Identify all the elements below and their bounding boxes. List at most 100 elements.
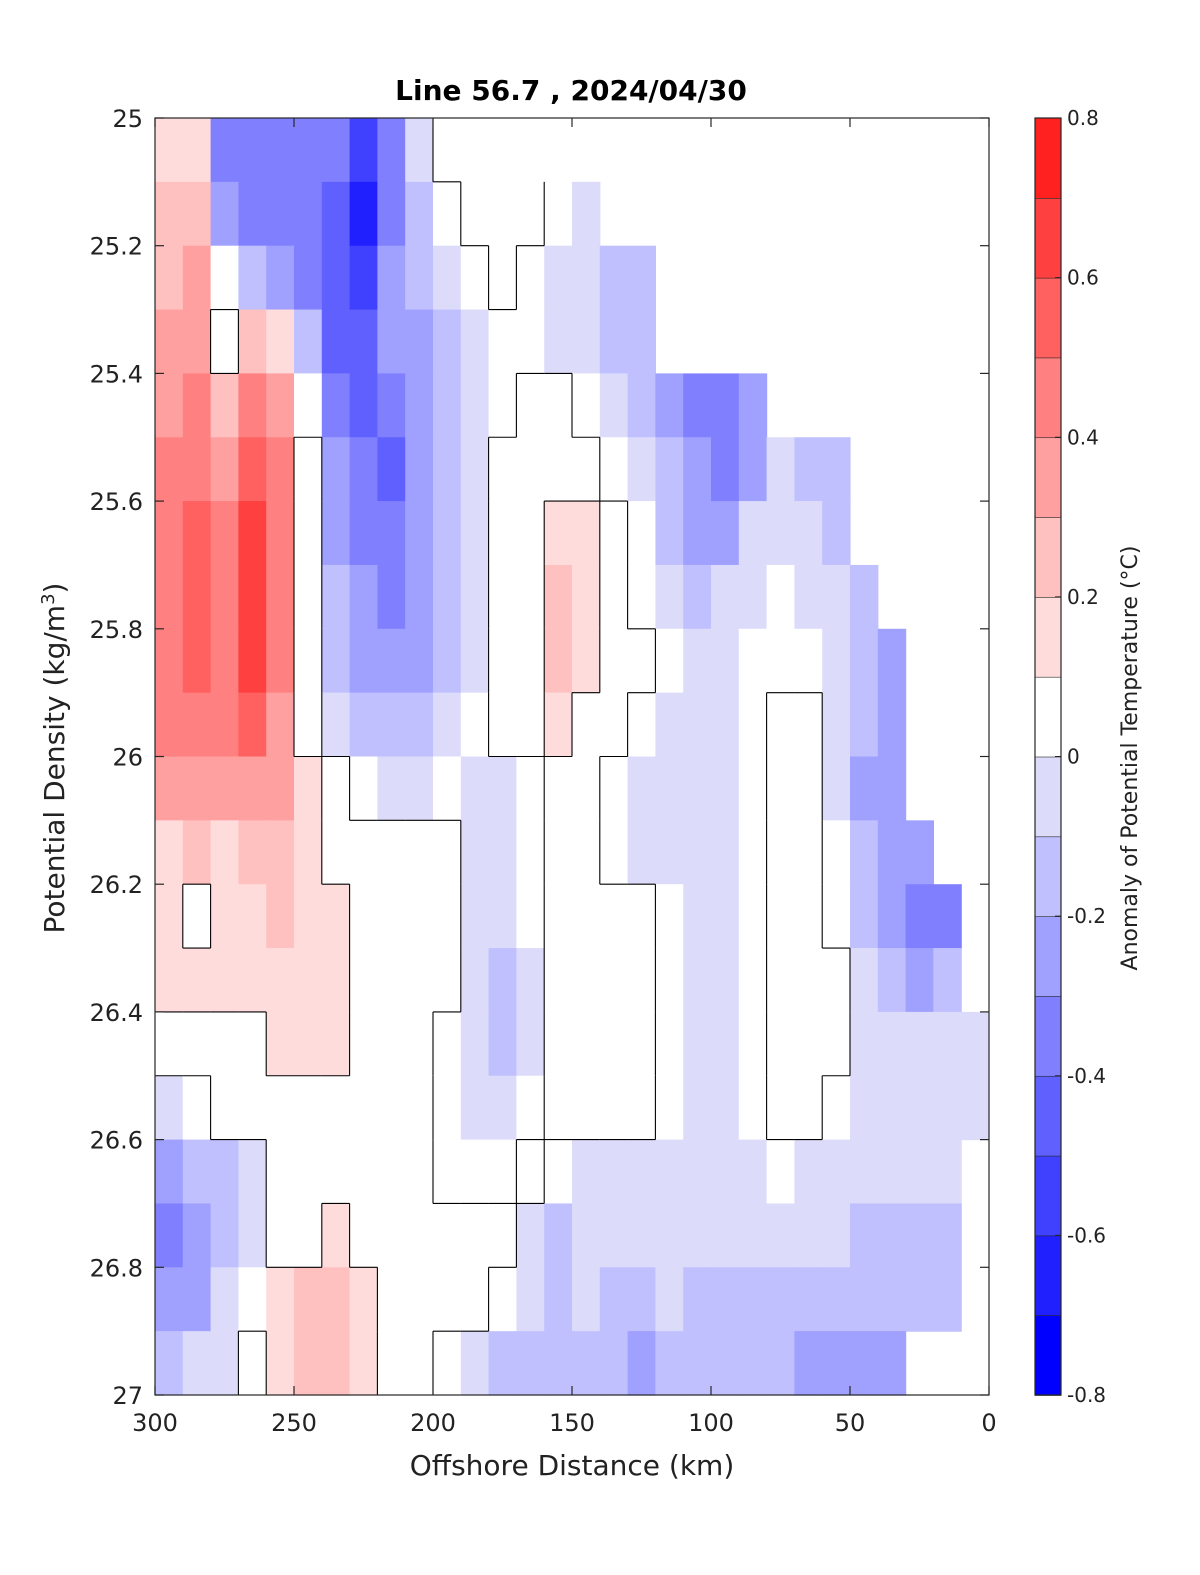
heatmap-cell bbox=[572, 564, 601, 630]
heatmap-cell bbox=[377, 628, 406, 694]
heatmap-cell bbox=[961, 1011, 990, 1077]
heatmap-cell bbox=[349, 1139, 378, 1205]
colorbar-tick-label: -0.4 bbox=[1067, 1064, 1106, 1088]
heatmap-cell bbox=[711, 692, 740, 758]
heatmap-cell bbox=[572, 437, 601, 502]
heatmap-cell bbox=[321, 1011, 351, 1077]
heatmap-cell bbox=[488, 373, 517, 438]
heatmap-cell bbox=[155, 373, 184, 438]
colorbar-swatch bbox=[1034, 516, 1062, 598]
heatmap-cell bbox=[711, 437, 740, 502]
heatmap-cell bbox=[433, 1011, 462, 1077]
heatmap-cell bbox=[599, 437, 629, 502]
heatmap-cell bbox=[294, 756, 323, 821]
heatmap-cell bbox=[516, 1331, 545, 1396]
heatmap-cell bbox=[210, 181, 239, 247]
heatmap-cell bbox=[238, 1011, 267, 1077]
colorbar-swatch bbox=[1034, 1314, 1062, 1396]
heatmap-cell bbox=[933, 948, 962, 1013]
heatmap-cell bbox=[349, 948, 378, 1013]
heatmap-cell bbox=[433, 628, 462, 694]
heatmap-cell bbox=[321, 245, 351, 311]
heatmap-cell bbox=[460, 1331, 490, 1396]
zero-contours bbox=[155, 118, 851, 1395]
heatmap-cell bbox=[766, 1075, 795, 1141]
heatmap-cell bbox=[377, 1139, 406, 1205]
heatmap-cell bbox=[294, 245, 323, 311]
heatmap-cell bbox=[321, 884, 351, 949]
heatmap-cell bbox=[321, 692, 351, 758]
heatmap-cell bbox=[155, 437, 184, 502]
y-axis-label-main: Potential Density (kg/m bbox=[38, 605, 71, 934]
heatmap-cell bbox=[321, 756, 351, 821]
heatmap-cell bbox=[544, 373, 573, 438]
heatmap-cell bbox=[877, 820, 907, 885]
heatmap-cell bbox=[683, 1139, 712, 1205]
heatmap-cell bbox=[294, 948, 323, 1013]
heatmap-cell bbox=[155, 692, 184, 758]
heatmap-cell bbox=[182, 1331, 212, 1396]
heatmap-cell bbox=[266, 564, 295, 630]
x-tick-label: 150 bbox=[549, 1409, 595, 1437]
heatmap-cell bbox=[433, 692, 462, 758]
heatmap-cell bbox=[405, 948, 434, 1013]
heatmap-cell bbox=[266, 756, 295, 821]
heatmap-cell bbox=[460, 1203, 490, 1268]
heatmap-cell bbox=[349, 884, 378, 949]
heatmap-cell bbox=[877, 884, 907, 949]
heatmap-cell bbox=[627, 1203, 656, 1268]
heatmap-cell bbox=[488, 1203, 517, 1268]
heatmap-cell bbox=[460, 373, 490, 438]
heatmap-cell bbox=[711, 564, 740, 630]
heatmap-cell bbox=[905, 820, 934, 885]
heatmap-cell bbox=[572, 756, 601, 821]
heatmap-cell bbox=[738, 884, 768, 949]
heatmap-cell bbox=[544, 820, 573, 885]
heatmap-cell bbox=[516, 309, 545, 374]
heatmap-cell bbox=[182, 564, 212, 630]
heatmap-cell bbox=[627, 373, 656, 438]
y-tick-label: 26.6 bbox=[90, 1127, 143, 1155]
heatmap-cell bbox=[738, 373, 768, 438]
heatmap-cell bbox=[433, 118, 462, 183]
heatmap-cell bbox=[294, 1331, 323, 1396]
heatmap-cell bbox=[238, 628, 267, 694]
heatmap-cell bbox=[683, 692, 712, 758]
heatmap-cell bbox=[877, 1075, 907, 1141]
heatmap-cell bbox=[488, 1331, 517, 1396]
heatmap-cell bbox=[460, 756, 490, 821]
heatmap-cell bbox=[572, 692, 601, 758]
heatmap-cell bbox=[433, 309, 462, 374]
heatmap-cell bbox=[877, 1011, 907, 1077]
heatmap-cell bbox=[516, 756, 545, 821]
heatmap-cell bbox=[210, 245, 239, 311]
heatmap-cell bbox=[822, 437, 851, 502]
heatmap-cell bbox=[794, 1011, 823, 1077]
heatmap-cell bbox=[766, 437, 795, 502]
heatmap-cell bbox=[349, 1203, 378, 1268]
heatmap-cell bbox=[238, 1075, 267, 1141]
heatmap-cell bbox=[433, 1267, 462, 1332]
heatmap-cell bbox=[655, 756, 684, 821]
heatmap-cell bbox=[294, 1267, 323, 1332]
heatmap-cell bbox=[933, 1267, 962, 1332]
heatmap-cell bbox=[349, 692, 378, 758]
heatmap-cell bbox=[822, 628, 851, 694]
heatmap-cell bbox=[738, 948, 768, 1013]
heatmap-cell bbox=[905, 948, 934, 1013]
heatmap-cell bbox=[349, 1267, 378, 1332]
heatmap-cell bbox=[433, 501, 462, 566]
heatmap-cell bbox=[683, 756, 712, 821]
heatmap-cell bbox=[683, 1011, 712, 1077]
heatmap-cell bbox=[294, 692, 323, 758]
heatmap-cell bbox=[182, 756, 212, 821]
colorbar-swatch bbox=[1034, 596, 1062, 678]
heatmap-cell bbox=[544, 501, 573, 566]
y-tick-label: 25.4 bbox=[90, 360, 143, 388]
heatmap-cell bbox=[711, 820, 740, 885]
heatmap-cell bbox=[321, 820, 351, 885]
heatmap-cell bbox=[794, 692, 823, 758]
colorbar-swatch bbox=[1034, 995, 1062, 1077]
heatmap-cell bbox=[683, 628, 712, 694]
heatmap-cell bbox=[433, 437, 462, 502]
